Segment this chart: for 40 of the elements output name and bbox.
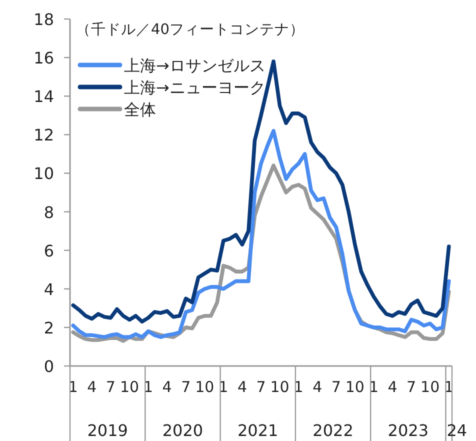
annotation: 2020 <box>162 421 204 440</box>
xtick: 10 <box>420 378 440 396</box>
xtick: 10 <box>120 378 140 396</box>
xtick: 1 <box>368 378 378 396</box>
xtick: 7 <box>331 378 341 396</box>
xtick: 7 <box>106 378 116 396</box>
xtick: 1 <box>68 378 78 396</box>
xtick: 1 <box>218 378 228 396</box>
ytick: 12 <box>34 126 54 145</box>
xtick: 4 <box>87 378 97 396</box>
xtick: 1 <box>444 378 454 396</box>
ylabel: （千ドル／40フィートコンテナ） <box>76 22 304 38</box>
xtick: 10 <box>195 378 214 396</box>
legend-label: 上海→ロサンゼルス <box>124 56 266 75</box>
xtick: 7 <box>406 378 416 396</box>
xtick: 4 <box>388 378 398 396</box>
ytick: 16 <box>34 48 54 68</box>
xtick: 1 <box>144 378 154 396</box>
ytick: 18 <box>34 10 54 29</box>
xtick: 10 <box>345 378 364 396</box>
ytick: 14 <box>34 87 54 106</box>
xtick: 4 <box>312 378 322 396</box>
annotation: 2021 <box>238 421 278 440</box>
ytick: 0 <box>44 357 54 376</box>
ytick: 6 <box>44 241 54 260</box>
xtick: 4 <box>162 378 172 396</box>
legend-label: 上海→ニューヨーク <box>124 78 266 97</box>
xtick: 7 <box>256 378 266 396</box>
annotation: 2023 <box>388 421 429 440</box>
legend-label: 全体 <box>124 100 156 119</box>
annotation: 24 <box>446 421 468 440</box>
annotation: 2019 <box>87 421 128 440</box>
xtick: 10 <box>270 378 290 396</box>
ytick: 10 <box>34 164 54 184</box>
xtick: 4 <box>237 378 247 396</box>
xtick: 7 <box>181 378 191 396</box>
ytick: 2 <box>44 318 54 338</box>
ytick: 4 <box>44 280 54 299</box>
ytick: 8 <box>44 202 54 222</box>
annotation: 2022 <box>312 421 354 440</box>
